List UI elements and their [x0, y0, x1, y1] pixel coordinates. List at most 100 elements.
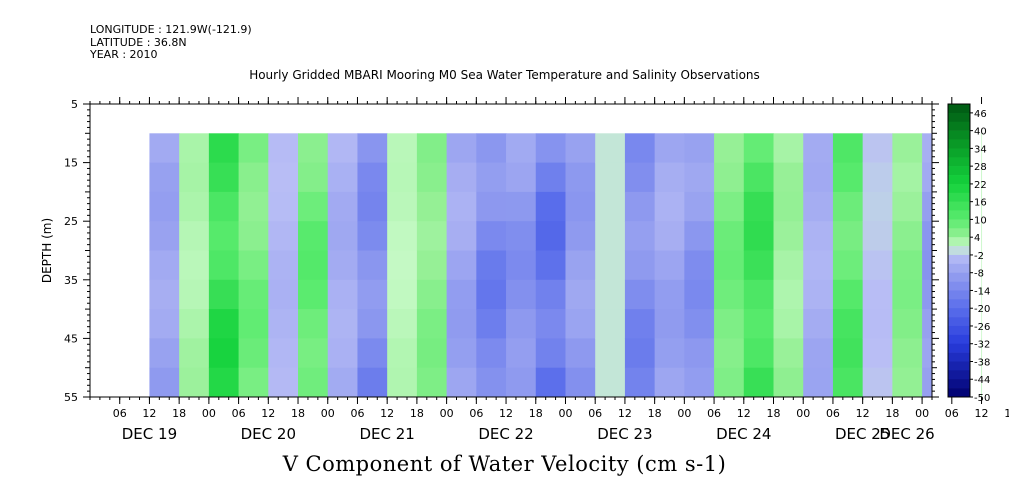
heatmap-cell — [832, 162, 864, 193]
heatmap-cell — [357, 250, 388, 281]
heatmap-cell — [743, 279, 775, 310]
colorbar-band — [948, 175, 970, 185]
heatmap-cell — [922, 309, 933, 339]
heatmap-cell — [535, 221, 566, 251]
heatmap-cell — [981, 367, 983, 398]
heatmap-cell — [476, 309, 507, 339]
colorbar-label: -38 — [974, 357, 990, 368]
heatmap-cell — [624, 367, 656, 398]
heatmap-cell — [684, 338, 715, 369]
x-hour-tick-label: 00 — [915, 407, 929, 420]
x-hour-tick-label: 12 — [261, 407, 275, 420]
heatmap-cell — [387, 162, 418, 193]
heatmap-cell — [298, 221, 329, 251]
heatmap-cell — [387, 191, 418, 222]
colorbar-band — [948, 281, 970, 291]
x-hour-tick-label: 18 — [291, 407, 305, 420]
heatmap-cell — [862, 279, 893, 310]
colorbar-band — [948, 388, 970, 398]
heatmap-cell — [624, 279, 656, 310]
y-tick-label: 25 — [64, 215, 78, 228]
heatmap-cell — [654, 309, 685, 339]
colorbar-band — [948, 334, 970, 345]
heatmap-cell — [595, 338, 626, 369]
heatmap-cell — [268, 191, 299, 222]
heatmap-cell — [535, 279, 566, 310]
heatmap-cell — [773, 367, 804, 398]
heatmap-cell — [238, 162, 269, 193]
heatmap-cell — [892, 279, 923, 310]
heatmap-cell — [624, 309, 656, 339]
heatmap-cell — [416, 279, 448, 310]
colorbar-band — [948, 370, 970, 380]
heatmap-cell — [476, 133, 507, 164]
heatmap-cell — [922, 133, 933, 164]
heatmap-cell — [714, 279, 745, 310]
heatmap-cell — [862, 221, 893, 251]
heatmap-cell — [298, 338, 329, 369]
heatmap-cell — [327, 133, 358, 164]
heatmap-cell — [387, 133, 418, 164]
heatmap-cell — [654, 367, 685, 398]
colorbar-band — [948, 325, 970, 336]
heatmap-cell — [832, 279, 864, 310]
heatmap-cell — [624, 191, 656, 222]
x-hour-tick-label: 12 — [142, 407, 156, 420]
heatmap-cell — [298, 133, 329, 164]
longitude-label: LONGITUDE : 121.9W(-121.9) — [90, 23, 252, 36]
heatmap-cell — [654, 162, 685, 193]
colorbar-band — [948, 308, 970, 318]
colorbar-label: 40 — [974, 127, 987, 138]
heatmap-cell — [268, 162, 299, 193]
heatmap-cell — [832, 367, 864, 398]
x-hour-tick-label: 18 — [885, 407, 899, 420]
heatmap-cell — [506, 191, 537, 222]
heatmap-cell — [506, 279, 537, 310]
heatmap-cell — [416, 338, 448, 369]
heatmap-cell — [149, 191, 180, 222]
heatmap-cell — [208, 338, 240, 369]
x-day-label: DEC 22 — [478, 425, 533, 443]
heatmap-cell — [773, 191, 804, 222]
heatmap-cell — [476, 279, 507, 310]
heatmap-cell — [892, 338, 923, 369]
heatmap-cell — [179, 338, 210, 369]
heatmap-cell — [565, 338, 596, 369]
heatmap-cell — [387, 250, 418, 281]
heatmap-cell — [506, 162, 537, 193]
heatmap-cell — [862, 191, 893, 222]
heatmap-cell — [862, 250, 893, 281]
x-hour-tick-label: 12 — [618, 407, 632, 420]
colorbar-band — [948, 379, 970, 389]
x-hour-tick-label: 06 — [945, 407, 959, 420]
heatmap-cell — [149, 162, 180, 193]
heatmap-cell — [981, 162, 983, 193]
x-hour-tick-label: 00 — [677, 407, 691, 420]
heatmap-cell — [416, 162, 448, 193]
heatmap-cell — [832, 221, 864, 251]
colorbar-band — [948, 272, 970, 282]
colorbar-band — [948, 254, 970, 265]
heatmap-cell — [624, 162, 656, 193]
heatmap-cell — [268, 250, 299, 281]
x-hour-tick-label: 18 — [172, 407, 186, 420]
heatmap-cell — [624, 133, 656, 164]
heatmap-cell — [387, 338, 418, 369]
mooring-metadata: LONGITUDE : 121.9W(-121.9) LATITUDE : 36… — [90, 23, 252, 62]
heatmap-cell — [595, 191, 626, 222]
heatmap-cell — [624, 221, 656, 251]
colorbar-band — [948, 166, 970, 176]
colorbar-band — [948, 246, 970, 256]
heatmap-cell — [298, 162, 329, 193]
heatmap-cell — [595, 162, 626, 193]
heatmap-cell — [149, 250, 180, 281]
x-hour-tick-label: 00 — [558, 407, 572, 420]
x-hour-tick-label: 18 — [529, 407, 543, 420]
heatmap-cell — [298, 367, 329, 398]
heatmap-cell — [268, 367, 299, 398]
heatmap-cell — [714, 133, 745, 164]
heatmap-cell — [803, 250, 834, 281]
heatmap-cell — [179, 221, 210, 251]
x-day-label: DEC 25 — [835, 425, 890, 443]
heatmap-cell — [743, 221, 775, 251]
